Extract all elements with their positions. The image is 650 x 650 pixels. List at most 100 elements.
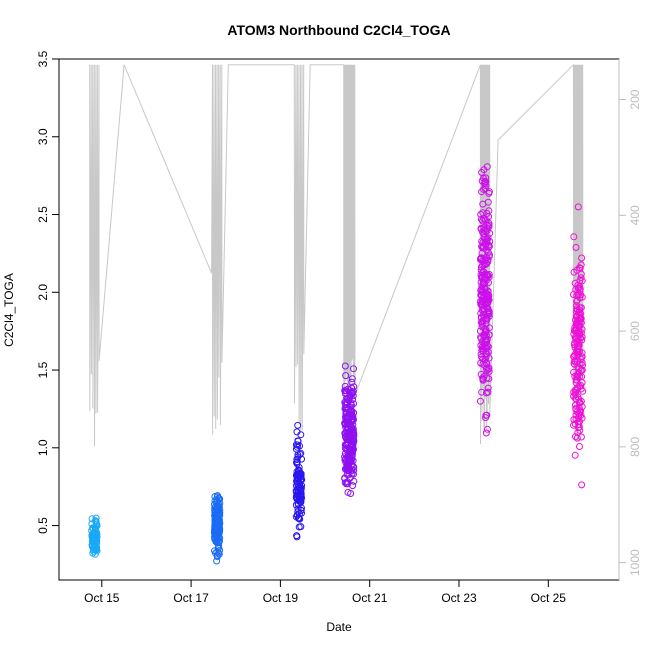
data-point xyxy=(578,359,586,367)
data-point xyxy=(484,384,492,392)
data-point xyxy=(577,433,585,441)
data-point xyxy=(572,390,579,398)
data-point xyxy=(294,472,302,479)
data-point xyxy=(480,340,488,348)
data-point xyxy=(293,455,301,463)
data-point xyxy=(476,327,484,335)
data-point xyxy=(477,287,485,294)
data-point xyxy=(295,523,303,531)
data-point xyxy=(478,188,486,196)
x-tick-label: Oct 19 xyxy=(263,591,299,605)
data-point xyxy=(576,329,584,337)
data-point xyxy=(346,474,354,482)
data-point xyxy=(92,514,100,522)
data-point xyxy=(576,411,583,419)
data-point xyxy=(481,270,489,278)
data-point xyxy=(348,375,356,383)
y-tick-label: 1.0 xyxy=(36,439,50,456)
data-point xyxy=(293,458,301,466)
data-point xyxy=(578,325,586,333)
data-point xyxy=(347,432,355,440)
data-point xyxy=(485,189,493,197)
data-point xyxy=(477,254,485,262)
data-point xyxy=(294,437,302,445)
data-point xyxy=(482,314,490,322)
data-point xyxy=(574,342,582,350)
data-point xyxy=(571,279,579,287)
data-point xyxy=(577,261,585,269)
data-point xyxy=(576,426,584,434)
data-point xyxy=(350,365,357,373)
data-point xyxy=(578,373,586,381)
y-tick-label: 3.5 xyxy=(36,50,50,67)
data-point xyxy=(341,479,349,487)
x-axis-label: Date xyxy=(326,620,352,634)
y-tick-label: 3.0 xyxy=(36,128,50,145)
data-point xyxy=(477,215,485,223)
data-point xyxy=(293,532,301,540)
data-point xyxy=(347,436,355,443)
data-point xyxy=(572,327,580,335)
data-point xyxy=(342,404,350,412)
data-point xyxy=(483,259,490,267)
data-point xyxy=(293,511,301,519)
data-point xyxy=(571,351,579,359)
data-point xyxy=(344,488,352,496)
data-point xyxy=(92,544,100,552)
data-point xyxy=(350,383,358,391)
x-tick-label: Oct 25 xyxy=(531,591,567,605)
data-point xyxy=(215,537,223,545)
chart-title: ATOM3 Northbound C2Cl4_TOGA xyxy=(227,22,450,38)
y-axis-label: C2Cl4_TOGA xyxy=(2,273,16,347)
data-point xyxy=(482,352,490,360)
data-point xyxy=(341,362,349,370)
data-point xyxy=(574,346,582,354)
pressure-line xyxy=(89,63,584,447)
data-point xyxy=(478,296,486,304)
data-point xyxy=(479,209,487,217)
data-point xyxy=(93,536,101,544)
data-point xyxy=(90,536,98,544)
data-point xyxy=(88,515,96,523)
data-point xyxy=(574,351,582,358)
data-point xyxy=(484,198,492,206)
data-point xyxy=(482,242,490,250)
data-point xyxy=(484,292,492,300)
data-point xyxy=(575,404,583,412)
data-point xyxy=(345,421,353,429)
data-point xyxy=(570,421,577,429)
data-point xyxy=(576,382,584,390)
data-point xyxy=(478,388,486,396)
data-point xyxy=(294,485,302,493)
data-point xyxy=(480,279,488,287)
plot-frame xyxy=(58,58,620,581)
data-point xyxy=(348,389,356,397)
data-point xyxy=(349,415,357,423)
data-point xyxy=(572,316,579,324)
data-point xyxy=(478,237,486,245)
right-tick-label: 800 xyxy=(628,437,642,457)
data-point xyxy=(478,353,486,361)
data-point xyxy=(479,345,486,353)
data-point xyxy=(483,163,491,171)
data-point xyxy=(341,419,349,427)
data-point xyxy=(578,481,586,489)
data-point xyxy=(482,414,490,422)
data-point xyxy=(294,486,302,494)
data-point xyxy=(213,553,221,561)
data-point xyxy=(576,399,584,406)
x-tick-label: Oct 21 xyxy=(352,591,388,605)
data-point xyxy=(214,509,222,517)
data-point xyxy=(342,390,349,398)
data-point xyxy=(88,520,96,528)
data-point xyxy=(346,391,354,399)
pressure-line-path xyxy=(89,63,584,447)
data-point xyxy=(576,264,584,272)
data-point xyxy=(486,238,494,245)
data-point xyxy=(481,177,489,185)
data-point xyxy=(573,434,581,442)
data-points xyxy=(88,163,587,565)
data-point xyxy=(343,442,351,450)
data-point xyxy=(479,217,486,225)
